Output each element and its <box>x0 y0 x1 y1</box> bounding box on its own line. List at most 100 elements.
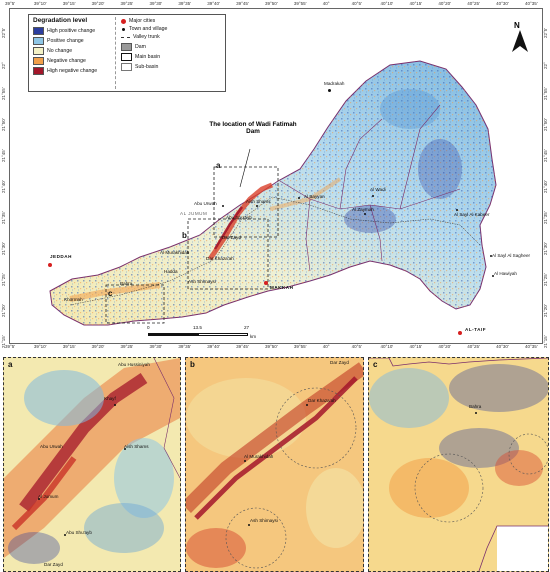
map-frame: a b c The location of Wadi Fatimah Dam J… <box>9 8 543 344</box>
inset-a: a Abu Hussiniyah Khayf Abu Urwah Aish Sh… <box>3 357 181 572</box>
inset-b-raster <box>186 358 363 571</box>
tick-label: 39°10' <box>33 344 47 349</box>
tick-label: 40°15' <box>409 344 423 349</box>
tick-label: 40°30' <box>496 1 509 6</box>
tick-label: 21°30' <box>543 242 548 255</box>
tick-label: 40°10' <box>380 344 394 349</box>
al-wadi-label: Al Wadi <box>370 187 386 192</box>
altaif-marker <box>458 331 462 335</box>
tick-label: 21°55' <box>543 87 548 100</box>
inset-c-raster <box>369 358 548 571</box>
frame-label-c: c <box>108 289 113 298</box>
aljumum-label: AL JUMUM <box>180 211 208 216</box>
al-hawiyah-label: Al Hawiyah <box>494 271 517 276</box>
jeddah-label: JEDDAH <box>50 254 72 259</box>
makkah-label: MAKKAH <box>270 285 294 290</box>
left-y-axis: 22°5' 22° 21°55' 21°50' 21°45' 21°40' 21°35' 21… <box>0 8 8 348</box>
khormah-label: Khormah <box>64 297 83 302</box>
al-sayl-sagheer-marker <box>490 255 492 257</box>
legend-valley-trunk: Valley trunk <box>121 33 160 41</box>
tick-label: 40°25' <box>467 1 480 6</box>
legend-sub-basin: Sub-basin <box>121 63 158 71</box>
abu-urwah-label: Abu Urwah <box>194 201 217 206</box>
frame-label-a: a <box>216 161 221 170</box>
inset-c-bahra: Bahra <box>469 404 482 409</box>
tick-label: 21°15' <box>543 335 548 348</box>
top-x-axis: 39°5' 39°10' 39°15' 39°20' 39°25' 39°30' 39°35… <box>0 0 550 8</box>
tick-label: 21°45' <box>1 149 6 162</box>
hadda-label: Hadda <box>164 269 178 274</box>
legend-title: Degradation level <box>33 17 88 24</box>
dar-khazaah-label: Dar Khaza'ah <box>206 256 234 261</box>
dar-zayd-label: Dar Zayd <box>222 235 241 240</box>
legend-town: Town and village <box>121 25 167 33</box>
tick-label: 39°45' <box>236 344 249 349</box>
major-city-icon <box>121 18 126 24</box>
tick-label: 21°25' <box>1 273 6 286</box>
inset-a-letter: a <box>8 360 13 369</box>
inset-a-aish-shams: Aish Shams <box>124 444 149 449</box>
tick-label: 21°55' <box>1 87 6 100</box>
tick-label: 39°35' <box>178 344 191 349</box>
inset-b-ash-shimaysi: Ash Shimaysi <box>250 518 278 523</box>
tick-label: 39°55' <box>293 1 307 6</box>
madrakah-label: Madrakah <box>324 81 345 86</box>
north-arrow: N <box>510 21 530 53</box>
tick-label: 40°30' <box>496 344 509 349</box>
inset-b-dar-zayd: Dar Zayd <box>330 360 349 365</box>
dam-icon <box>121 43 132 51</box>
legend-swatch <box>33 47 44 55</box>
tick-label: 40° <box>322 1 330 6</box>
abu-shuayb-label: Abu Shu'ayb <box>226 215 252 220</box>
ash-shimayshi-label: Ash Shimaysi <box>188 279 216 284</box>
main-basin-icon <box>121 53 132 61</box>
legend-item-positive: Positive change <box>33 37 84 45</box>
town-icon <box>122 27 125 31</box>
al-bayyan-marker <box>298 197 300 199</box>
valley-trunk-icon <box>121 36 130 38</box>
tick-label: 39°50' <box>265 344 278 349</box>
tick-label: 22°5' <box>543 27 548 38</box>
tick-label: 21°15' <box>1 335 6 348</box>
tick-label: 39°10' <box>33 1 47 6</box>
north-arrow-icon <box>512 30 528 52</box>
tick-label: 39°55' <box>293 344 307 349</box>
tick-label: 39°25' <box>120 344 134 349</box>
tick-label: 21°35' <box>543 211 548 224</box>
bahra-label: Bahra <box>120 281 133 286</box>
tick-label: 39°25' <box>120 1 134 6</box>
sub-basin-icon <box>121 63 132 71</box>
tick-label: 21°40' <box>543 180 548 193</box>
tick-label: 39°35' <box>178 1 191 6</box>
legend-item-high-positive: High positive change <box>33 27 95 35</box>
al-bayyan-label: Al Bayyan <box>304 194 325 199</box>
legend-item-negative: Negative change <box>33 57 86 65</box>
inset-c-letter: c <box>373 360 378 369</box>
inset-a-khayf: Khayf <box>104 396 116 401</box>
basin-map <box>49 60 497 326</box>
tick-label: 40°10' <box>380 1 394 6</box>
scale-tick-1: 13.5 <box>193 325 202 330</box>
inset-a-raster <box>4 358 180 571</box>
tick-label: 40°5' <box>351 344 362 349</box>
makkah-marker <box>264 281 268 285</box>
legend-swatch <box>33 37 44 45</box>
inset-a-dar-zayd: Dar Zayd <box>44 562 63 567</box>
legend-main-basin: Main basin <box>121 53 160 61</box>
tick-label: 21°45' <box>543 149 548 162</box>
al-zaymah-label: Al Zaymah <box>352 207 374 212</box>
tick-label: 21°40' <box>1 180 6 193</box>
inset-a-abu-hussiniyah: Abu Hussiniyah <box>118 362 150 367</box>
inset-b-letter: b <box>190 360 195 369</box>
tick-label: 22° <box>543 62 548 69</box>
tick-label: 39°30' <box>149 344 163 349</box>
tick-label: 21°50' <box>1 118 6 131</box>
inset-a-abu-shuayb: Abu Shu'ayb <box>66 530 92 535</box>
main-map: 39°5' 39°10' 39°15' 39°20' 39°25' 39°30' 39°35… <box>0 0 550 351</box>
inset-b-dar-khazaah: Dar Khaza'ah <box>308 398 336 403</box>
tick-label: 40°35' <box>525 344 538 349</box>
legend: Degradation level High positive change P… <box>28 14 226 92</box>
dam-location-annotation: The location of Wadi Fatimah Dam <box>209 121 297 135</box>
scale-bar: 0 13.5 27 km <box>147 325 278 343</box>
bottom-x-axis: 39°5' 39°10' 39°15' 39°20' 39°25' 39°30' 39°35… <box>0 343 550 351</box>
